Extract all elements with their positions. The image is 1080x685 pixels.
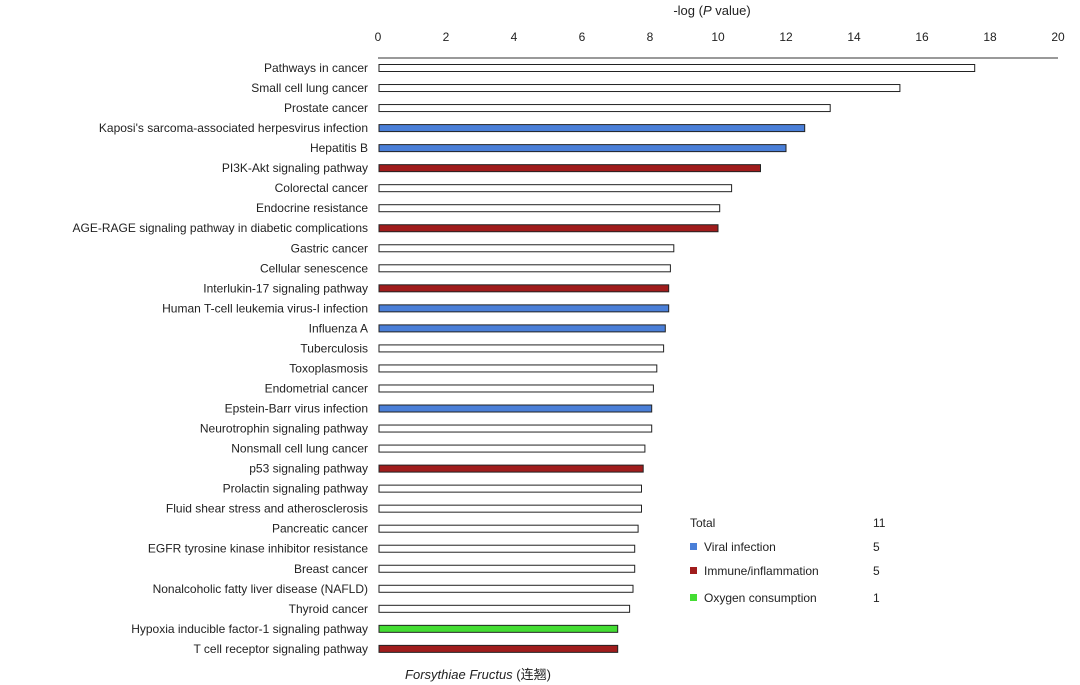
x-tick-label: 20: [1051, 30, 1065, 44]
bar: [378, 444, 646, 453]
bar: [378, 324, 666, 333]
x-tick-label: 16: [915, 30, 929, 44]
bar: [378, 84, 901, 93]
bar: [378, 484, 642, 493]
legend-label: Immune/inflammation: [704, 564, 819, 578]
legend-swatch: [690, 543, 697, 550]
category-label: p53 signaling pathway: [249, 462, 368, 476]
category-label: Pathways in cancer: [264, 61, 368, 75]
bar: [378, 124, 806, 133]
x-tick-label: 14: [847, 30, 861, 44]
bar: [378, 104, 831, 113]
category-label: Prostate cancer: [284, 101, 368, 115]
category-label: Small cell lung cancer: [251, 81, 368, 95]
bar: [378, 424, 653, 433]
category-label: Breast cancer: [294, 562, 368, 576]
bar: [378, 564, 636, 573]
caption: Forsythiae Fructus (连翘): [405, 667, 551, 682]
bar: [378, 244, 675, 253]
category-label: Human T-cell leukemia virus-I infection: [162, 301, 368, 315]
category-label: Prolactin signaling pathway: [223, 482, 368, 496]
category-label: EGFR tyrosine kinase inhibitor resistanc…: [148, 542, 368, 556]
legend-count: 1: [873, 591, 880, 605]
category-label: Nonalcoholic fatty liver disease (NAFLD): [153, 582, 368, 596]
category-label: Endocrine resistance: [256, 201, 368, 215]
legend-count: 5: [873, 540, 880, 554]
caption-chinese: (连翘): [513, 667, 551, 682]
category-labels: Pathways in cancer Small cell lung cancer…: [73, 61, 369, 656]
category-label: Endometrial cancer: [265, 381, 368, 395]
category-label: PI3K-Akt signaling pathway: [222, 161, 368, 175]
category-label: Toxoplasmosis: [289, 361, 368, 375]
category-label: Neurotrophin signaling pathway: [200, 422, 368, 436]
category-label: Interlukin-17 signaling pathway: [203, 281, 368, 295]
x-axis-title-prefix: -log (: [673, 3, 703, 18]
category-label: Hepatitis B: [310, 141, 368, 155]
x-axis-title-italic: P: [703, 3, 712, 18]
category-label: Tuberculosis: [300, 341, 368, 355]
legend-swatch: [690, 594, 697, 601]
x-tick-label: 10: [711, 30, 725, 44]
legend: Total 11 Viral infection 5 Immune/inflammati…: [690, 516, 886, 605]
category-label: Pancreatic cancer: [272, 522, 368, 536]
bar: [378, 384, 654, 393]
x-tick-label: 0: [375, 30, 382, 44]
bar: [378, 264, 671, 273]
category-label: T cell receptor signaling pathway: [193, 642, 368, 656]
bar: [378, 204, 721, 213]
bar: [378, 224, 719, 233]
bar: [378, 584, 634, 593]
category-label: Kaposi's sarcoma-associated herpesvirus …: [99, 121, 368, 135]
category-label: Nonsmall cell lung cancer: [231, 442, 368, 456]
x-tick-label: 18: [983, 30, 997, 44]
category-label: Colorectal cancer: [275, 181, 368, 195]
legend-label: Viral infection: [704, 540, 776, 554]
bar: [378, 604, 631, 613]
category-label: Thyroid cancer: [289, 602, 368, 616]
bar: [378, 344, 665, 353]
bar: [378, 404, 653, 413]
category-label: Gastric cancer: [291, 241, 368, 255]
bar: [378, 144, 787, 153]
bar: [378, 284, 670, 293]
category-label: Cellular senescence: [260, 261, 368, 275]
category-label: Fluid shear stress and atherosclerosis: [166, 502, 368, 516]
x-axis-title-suffix: value): [712, 3, 751, 18]
bars: [378, 64, 976, 653]
bar: [378, 464, 644, 473]
legend-count: 5: [873, 564, 880, 578]
category-label: Influenza A: [309, 321, 368, 335]
bar: [378, 64, 976, 72]
bar: [378, 164, 761, 173]
bar: [378, 304, 670, 313]
bar: [378, 544, 636, 553]
legend-total-count: 11: [873, 516, 886, 530]
caption-species: Forsythiae Fructus: [405, 667, 513, 682]
legend-swatch: [690, 567, 697, 574]
legend-total-label: Total: [690, 516, 715, 530]
x-tick-label: 2: [443, 30, 450, 44]
x-tick-label: 6: [579, 30, 586, 44]
x-axis-ticks: 0 2 4 6 8 10 12 14 16 18 20: [375, 30, 1065, 44]
x-axis-title: -log (P value): [673, 3, 750, 18]
bar: [378, 504, 642, 513]
bar: [378, 624, 619, 633]
x-tick-label: 8: [647, 30, 654, 44]
x-tick-label: 4: [511, 30, 518, 44]
bar: [378, 364, 658, 373]
legend-label: Oxygen consumption: [704, 591, 817, 605]
bar: [378, 524, 639, 533]
bar: [378, 644, 619, 653]
category-label: AGE-RAGE signaling pathway in diabetic c…: [73, 221, 368, 235]
x-tick-label: 12: [779, 30, 793, 44]
bar: [378, 184, 733, 193]
category-label: Epstein-Barr virus infection: [225, 402, 368, 416]
category-label: Hypoxia inducible factor-1 signaling pat…: [131, 622, 368, 636]
